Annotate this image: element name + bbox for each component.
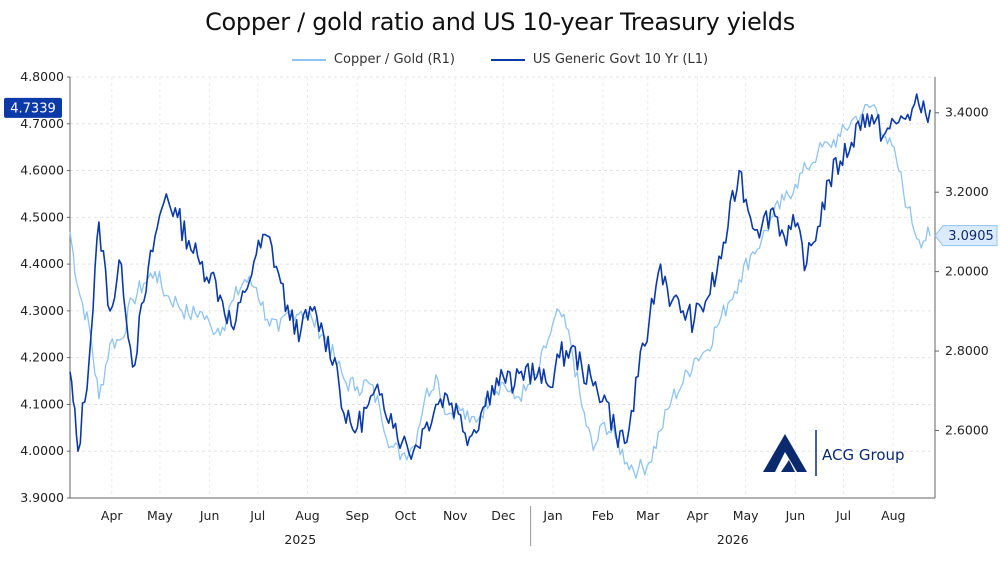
logo-text: ACG Group bbox=[822, 446, 905, 464]
series-line-us10y bbox=[69, 93, 931, 460]
last-value-label-us10y: 4.7339 bbox=[10, 101, 56, 116]
x-axis-month-label: Apr bbox=[101, 508, 123, 523]
x-axis-month-label: May bbox=[733, 508, 759, 523]
last-value-badge-copper-gold bbox=[934, 225, 998, 247]
x-axis-year-label: 2025 bbox=[284, 532, 316, 547]
x-axis-month-label: Aug bbox=[881, 508, 905, 523]
legend-item-copper-gold: Copper / Gold (R1) bbox=[291, 52, 455, 67]
x-axis-month-label: Jun bbox=[199, 508, 220, 523]
legend-item-us10y: US Generic Govt 10 Yr (L1) bbox=[490, 52, 709, 67]
last-value-label-copper-gold: 3.0905 bbox=[948, 229, 994, 244]
series-line-copper-gold bbox=[69, 104, 931, 479]
left-axis-tick-label: 4.3000 bbox=[20, 303, 64, 318]
x-axis-month-label: Jun bbox=[785, 508, 806, 523]
x-axis-month-label: Mar bbox=[636, 508, 660, 523]
left-axis-tick-label: 4.8000 bbox=[20, 69, 64, 84]
left-axis-tick-label: 4.0000 bbox=[20, 443, 64, 458]
left-axis-tick-label: 3.9000 bbox=[20, 490, 64, 505]
chart-legend: Copper / Gold (R1) US Generic Govt 10 Yr… bbox=[0, 52, 1000, 67]
acg-logo-icon bbox=[763, 434, 807, 472]
last-value-badge-us10y bbox=[4, 97, 62, 118]
left-axis-tick-label: 4.5000 bbox=[20, 209, 64, 224]
x-axis-month-label: Feb bbox=[592, 508, 614, 523]
acg-logo-mark-icon bbox=[781, 460, 795, 472]
legend-label-copper-gold: Copper / Gold (R1) bbox=[333, 52, 455, 67]
chart-title: Copper / gold ratio and US 10-year Treas… bbox=[205, 8, 795, 36]
x-axis-month-label: Nov bbox=[443, 508, 468, 523]
x-axis-month-label: Aug bbox=[295, 508, 319, 523]
right-axis-tick-label: 2.0000 bbox=[945, 264, 989, 279]
x-axis-month-label: May bbox=[147, 508, 173, 523]
left-axis-tick-label: 4.4000 bbox=[20, 256, 64, 271]
right-axis-tick-label: 3.4000 bbox=[945, 105, 989, 120]
legend-swatch-copper-gold bbox=[291, 58, 326, 61]
left-axis-tick-label: 4.1000 bbox=[20, 396, 64, 411]
right-axis-tick-label: 3.2000 bbox=[945, 184, 989, 199]
right-axis-tick-label: 2.8000 bbox=[945, 343, 989, 358]
x-axis-year-label: 2026 bbox=[717, 532, 749, 547]
left-axis-tick-label: 4.7000 bbox=[20, 116, 64, 131]
right-axis-tick-label: 2.6000 bbox=[945, 422, 989, 437]
x-axis-month-label: Sep bbox=[345, 508, 369, 523]
x-axis-month-label: Jan bbox=[542, 508, 562, 523]
x-axis-month-label: Jul bbox=[249, 508, 265, 523]
left-axis-tick-label: 4.2000 bbox=[20, 350, 64, 365]
legend-label-us10y: US Generic Govt 10 Yr (L1) bbox=[532, 52, 709, 67]
left-axis-tick-label: 4.6000 bbox=[20, 163, 64, 178]
x-axis-month-label: Jul bbox=[835, 508, 851, 523]
legend-swatch-us10y bbox=[490, 58, 525, 61]
x-axis-month-label: Dec bbox=[491, 508, 515, 523]
x-axis-month-label: Oct bbox=[395, 508, 417, 523]
x-axis-month-label: Apr bbox=[687, 508, 709, 523]
